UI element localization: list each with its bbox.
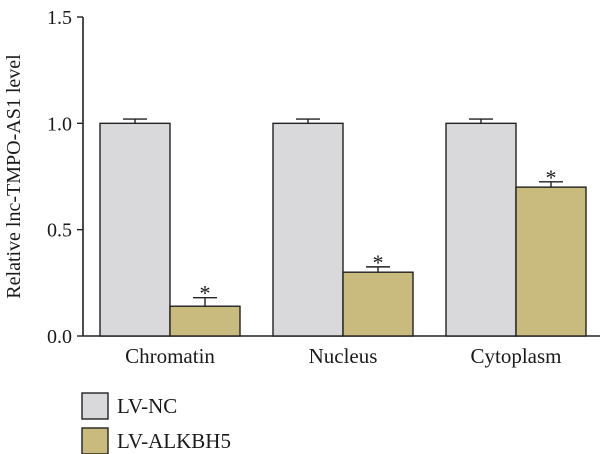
bar-lv-alkbh5-nucleus <box>342 271 414 337</box>
significance-marker: * <box>546 165 557 190</box>
y-tick-label: 1.0 <box>47 113 72 135</box>
significance-marker: * <box>373 250 384 275</box>
axes: 0.0 0.5 1.0 1.5 Chromatin Nucleus Cytoplasm <box>47 7 600 368</box>
bar-lv-alkbh5-chromatin <box>169 305 241 337</box>
significance-marker: * <box>200 281 211 306</box>
legend-label: LV-NC <box>117 394 177 418</box>
x-tick-label: Chromatin <box>125 344 215 368</box>
bar-lv-nc-chromatin <box>99 122 171 337</box>
y-tick-label: 0.0 <box>47 326 72 348</box>
legend-label: LV-ALKBH5 <box>117 429 231 453</box>
y-tick-label: 1.5 <box>47 7 72 29</box>
bar-lv-alkbh5-cytoplasm <box>515 186 587 337</box>
bars: * * * <box>99 118 587 337</box>
y-tick-label: 0.5 <box>47 220 72 242</box>
legend-swatch <box>81 427 109 454</box>
y-axis-label: Relative lnc-TMPO-AS1 level <box>3 54 25 299</box>
legend: LV-NC LV-ALKBH5 <box>81 392 231 454</box>
bar-lv-nc-cytoplasm <box>445 122 517 337</box>
legend-swatch <box>81 392 109 420</box>
x-tick-label: Cytoplasm <box>470 344 561 368</box>
x-tick-label: Nucleus <box>309 344 378 368</box>
axis-labels: Relative lnc-TMPO-AS1 level <box>3 54 25 299</box>
bar-lv-nc-nucleus <box>272 122 344 337</box>
